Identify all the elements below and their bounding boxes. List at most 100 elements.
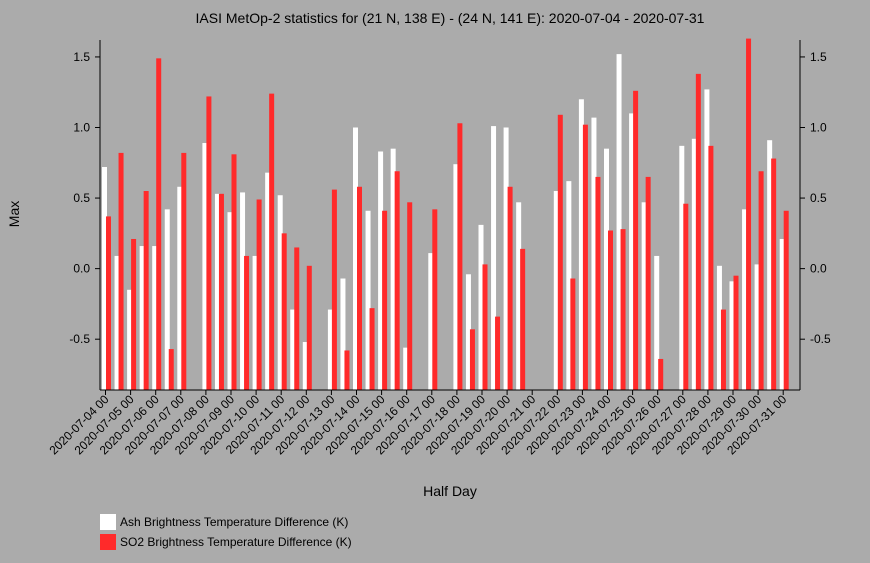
y-axis-label: Max [6,201,22,227]
bar-so2 [708,145,714,390]
bar-so2 [218,193,224,390]
bar-ash [591,117,597,391]
bar-ash [704,89,710,391]
bar-ash [127,289,133,390]
y-tick-label-left: 0.0 [73,262,90,276]
bar-so2 [482,264,488,390]
bar-ash [365,210,371,390]
y-tick-label-left: 1.0 [73,121,90,135]
bar-so2 [507,186,513,390]
bar-so2 [733,275,739,390]
bar-so2 [746,38,752,391]
bar-ash [428,253,434,390]
bar-so2 [771,158,777,390]
bar-ash [252,255,258,390]
bar-ash [779,238,785,390]
bar-ash [152,246,158,390]
y-tick-label-right: 1.0 [810,121,827,135]
bar-ash [353,127,358,390]
bar-ash [177,186,183,390]
y-tick-label-right: -0.5 [810,332,831,346]
bar-ash [240,192,246,390]
bar-so2 [231,154,237,390]
bar-so2 [407,202,413,390]
bar-so2 [369,308,375,390]
bar-so2 [645,176,651,390]
bar-ash [516,202,522,390]
bar-so2 [306,265,312,390]
bar-so2 [595,176,601,390]
bar-so2 [382,210,388,390]
bar-ash [302,342,308,390]
bar-so2 [106,216,111,390]
bar-so2 [695,73,701,391]
bar-ash [716,265,722,390]
bar-ash [227,212,233,390]
legend: Ash Brightness Temperature Difference (K… [100,512,352,552]
bar-ash [604,148,609,390]
bar-ash [503,127,509,390]
bar-ash [654,255,660,390]
bar-so2 [658,358,664,390]
bar-so2 [620,229,626,390]
bar-so2 [294,247,300,390]
bar-ash [378,151,384,390]
y-tick-label-left: -0.5 [69,332,90,346]
plot-area: -0.5 -0.50.0 0.00.5 0.51.0 1.01.5 1.52020-07-… [47,38,831,457]
bar-so2 [570,278,576,390]
bar-ash [214,193,220,390]
bar-ash [114,255,120,390]
bar-so2 [608,230,613,390]
bar-so2 [331,189,337,390]
bar-ash [742,209,748,390]
bar-so2 [720,309,726,390]
bar-so2 [557,114,563,391]
bar-ash [290,309,296,390]
bar-ash [164,209,170,390]
y-tick-label-left: 1.5 [73,50,90,64]
bar-ash [566,181,572,390]
bar-so2 [469,329,475,390]
bar-ash [641,202,647,390]
bar-so2 [394,171,400,390]
bar-so2 [683,203,689,390]
chart-title: IASI MetOp-2 statistics for (21 N, 138 E… [196,10,705,26]
y-tick-label-right: 1.5 [810,50,827,64]
bar-so2 [520,248,526,390]
bar-so2 [269,93,275,390]
bar-ash [754,264,760,390]
bar-ash [390,148,396,390]
bar-so2 [783,210,789,390]
bar-so2 [118,152,124,390]
bar-ash [139,246,145,390]
bar-so2 [633,90,639,390]
y-tick-label-left: 0.5 [73,191,90,205]
bar-so2 [181,152,187,390]
bar-ash [553,191,559,390]
bar-ash [691,138,697,390]
bar-so2 [495,316,501,390]
bar-so2 [758,171,764,390]
bar-ash [265,172,271,390]
bar-so2 [206,96,212,390]
bar-so2 [168,349,174,390]
bar-so2 [357,186,362,390]
bar-so2 [131,238,137,390]
bar-ash [340,278,346,390]
bar-ash [478,224,484,390]
bar-so2 [344,350,350,390]
bar-so2 [156,58,162,390]
bar-ash [616,54,622,391]
bar-ash [277,195,283,390]
bar-ash [491,126,497,390]
bar-ash [403,347,409,390]
legend-label-ash: Ash Brightness Temperature Difference (K… [120,515,349,529]
bar-ash [102,167,107,390]
bar-ash [629,113,635,390]
y-tick-label-right: 0.0 [810,262,827,276]
legend-item-so2: SO2 Brightness Temperature Difference (K… [100,532,352,552]
bar-so2 [244,255,250,390]
x-axis-label: Half Day [423,483,477,499]
bar-ash [679,145,685,390]
bar-so2 [281,233,287,390]
